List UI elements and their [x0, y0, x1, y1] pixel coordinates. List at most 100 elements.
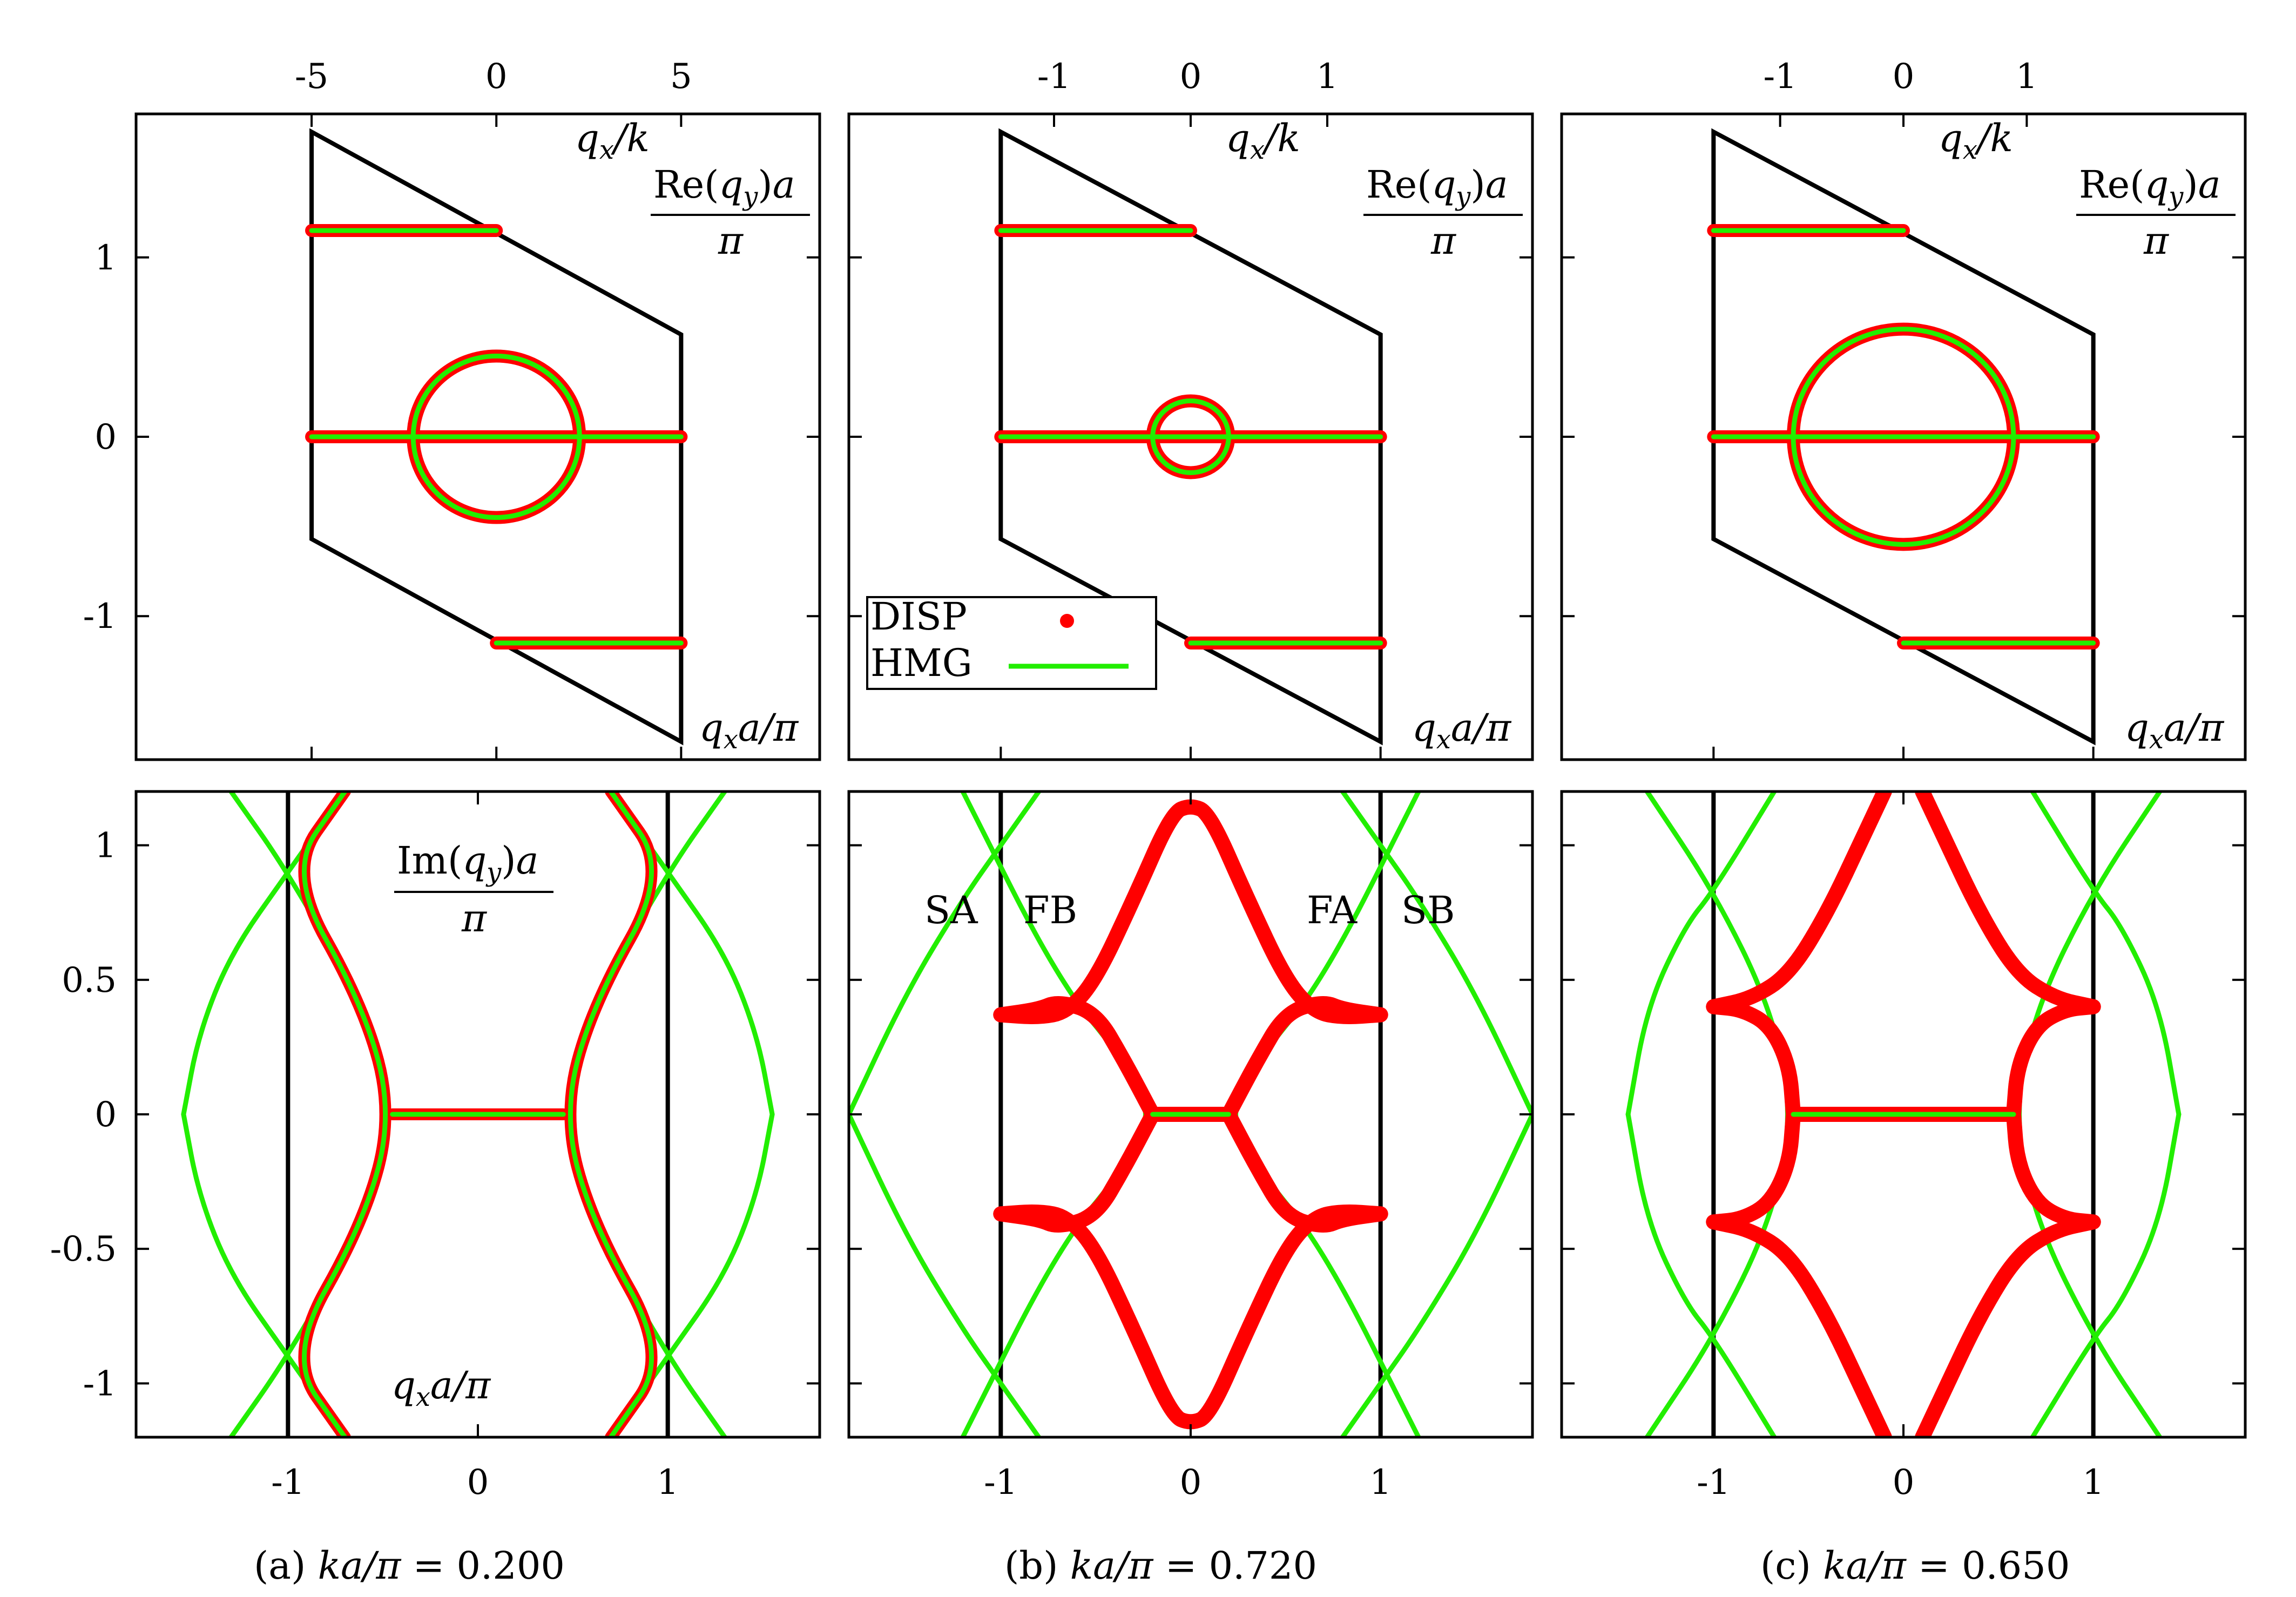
axis-label-right-c: Re(qy)a π [2076, 163, 2236, 263]
hmg-curve-0 [181, 791, 348, 1117]
ytick-label-2: 1 [94, 238, 117, 278]
legend-box [866, 596, 1157, 690]
disp-curve-4 [993, 1107, 1160, 1233]
brillouin-zone [1711, 128, 2096, 746]
caption-c: (c) ka/π = 0.650 [1760, 1544, 2070, 1588]
plot-area-b-top [994, 128, 1387, 746]
brillouin-zone [998, 128, 1383, 746]
hmg-circle [1150, 398, 1231, 475]
hmg-circle [410, 354, 582, 520]
disp-curve-2 [1706, 791, 1892, 1014]
axis-label-top-c: qx/k [1939, 116, 2013, 165]
ytick-label-4: 1 [94, 826, 117, 866]
hmg-curve-0 [1625, 791, 1777, 1117]
axis-label-bottom-b: qxa/π [1412, 706, 1512, 755]
axis-label-right-a: Re(qy)a π [651, 163, 810, 263]
xtick-label-2: 1 [2082, 1463, 2104, 1503]
disp-curve-1 [993, 996, 1160, 1122]
disp-curve-1 [1706, 999, 1801, 1122]
annotation-sa: SA [924, 888, 978, 932]
axis-label-bottom-a2: qxa/π [391, 1363, 491, 1412]
svg-text:Im(qy)a: Im(qy)a [397, 838, 538, 888]
plot-area-b-bottom [849, 791, 1532, 1437]
axis-label-top-a: qx/k [575, 116, 650, 165]
xtick-label-2: 1 [1369, 1463, 1392, 1503]
hmg-curve-2 [608, 791, 775, 1117]
xtick-label-2: 1 [657, 1463, 679, 1503]
hmg-curve-1 [1625, 1112, 1777, 1437]
hmg-curve-3 [608, 1112, 775, 1437]
xtick-top-label-1: 0 [485, 57, 508, 97]
hmg-overlay-curve-1 [568, 791, 654, 1437]
svg-text:π: π [2143, 219, 2170, 263]
panel-a-top: -1 0 1 -5 0 5 [83, 57, 821, 761]
ytick-label-0: -1 [83, 1364, 117, 1404]
legend: DISP HMG [866, 594, 1157, 690]
xtick-top-label-0: -1 [1037, 57, 1071, 97]
panel-b-bottom: -1 0 1 [847, 790, 1534, 1503]
svg-text:π: π [461, 896, 488, 940]
disp-curve-5 [1706, 1107, 1801, 1230]
annotation-sb: SB [1401, 888, 1455, 932]
legend-label-disp: DISP [870, 594, 967, 639]
xtick-top-label-2: 1 [1316, 57, 1339, 97]
legend-marker-disp [1060, 614, 1074, 628]
xtick-top-label-1: 0 [1180, 57, 1202, 97]
xtick-top-label-0: -5 [295, 57, 328, 97]
ytick-label-1: -0.5 [50, 1229, 117, 1269]
hmg-curve-3 [2030, 1112, 2182, 1437]
xtick-label-1: 0 [1180, 1463, 1202, 1503]
hmg-curve-1 [181, 1112, 348, 1437]
ytick-label-3: 0.5 [62, 960, 117, 1000]
xtick-top-label-2: 1 [2016, 57, 2038, 97]
svg-text:π: π [718, 219, 744, 263]
ytick-label-0: -1 [83, 597, 117, 637]
hmg-circle [1791, 327, 2016, 547]
caption-b: (b) ka/π = 0.720 [1004, 1544, 1317, 1588]
disp-curve-8 [1915, 1214, 2101, 1437]
plot-area-a-bottom [181, 791, 775, 1437]
panel-c-bottom: -1 0 1 [1560, 790, 2247, 1503]
disp-curve-5 [993, 1204, 1388, 1430]
axis-label-bottom-c: qxa/π [2125, 706, 2225, 755]
panel-a-bottom: -1 -0.5 0 0.5 1 -1 0 1 [50, 790, 821, 1503]
disp-curve-7 [2005, 1107, 2101, 1230]
disp-curve-2 [993, 799, 1388, 1024]
xtick-top-label-2: 5 [670, 57, 692, 97]
panel-c-top: -1 0 1 [1560, 57, 2247, 761]
disp-curve-4 [1915, 791, 2101, 1014]
axis-label-top-b: qx/k [1226, 116, 1300, 165]
hmg-curve-2 [2030, 791, 2182, 1117]
xtick-top-label-1: 0 [1893, 57, 1915, 97]
brillouin-zone [309, 128, 684, 746]
annotation-fa: FA [1307, 888, 1358, 932]
axis-label-im-a: Im(qy)a π [394, 838, 553, 940]
svg-text:Re(qy)a: Re(qy)a [1366, 163, 1508, 212]
xtick-label-0: -1 [984, 1463, 1017, 1503]
hmg-overlay-curve-0 [302, 791, 388, 1437]
legend-label-hmg: HMG [870, 641, 973, 685]
panel-b-top: -1 0 1 [847, 57, 1534, 761]
annotation-fb: FB [1023, 888, 1077, 932]
plot-area-c-top [1707, 128, 2100, 746]
xtick-label-1: 0 [1893, 1463, 1915, 1503]
disp-curve-6 [1221, 1107, 1388, 1233]
svg-text:Re(qy)a: Re(qy)a [2079, 163, 2220, 212]
disp-curve-3 [1221, 996, 1388, 1122]
disp-curve-3 [2005, 999, 2101, 1122]
caption-a: (a) ka/π = 0.200 [254, 1544, 565, 1588]
plot-area-c-bottom [1625, 791, 2182, 1437]
disp-curve-6 [1706, 1214, 1892, 1437]
ytick-label-2: 0 [94, 1095, 117, 1135]
xtick-label-0: -1 [271, 1463, 305, 1503]
xtick-label-0: -1 [1697, 1463, 1730, 1503]
svg-text:π: π [1430, 219, 1457, 263]
ytick-label-1: 0 [94, 417, 117, 457]
svg-text:Re(qy)a: Re(qy)a [653, 163, 795, 212]
xtick-top-label-0: -1 [1763, 57, 1797, 97]
plot-area-a-top [305, 128, 688, 746]
axis-label-bottom-a: qxa/π [699, 706, 799, 755]
